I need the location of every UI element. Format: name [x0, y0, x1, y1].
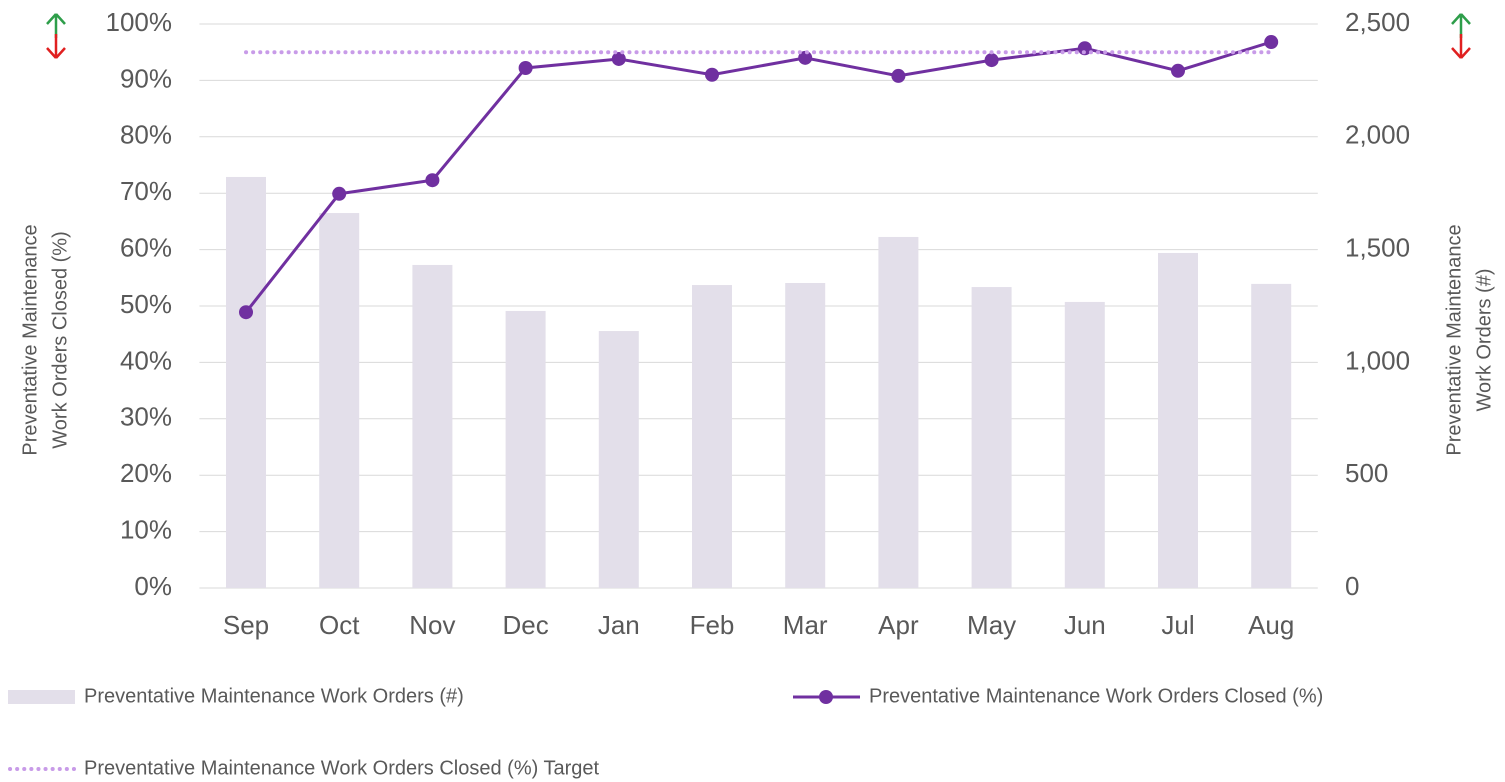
bar [505, 310, 546, 588]
y2-tick-label: 2,500 [1345, 7, 1410, 37]
y2-tick-label: 2,000 [1345, 120, 1410, 150]
line-marker [239, 305, 253, 320]
bar [226, 176, 266, 589]
legend-label: Preventative Maintenance Work Orders Clo… [84, 757, 599, 779]
axis-title-line: Work Orders (#) [1473, 269, 1495, 412]
x-tick-label: Feb [690, 610, 735, 640]
line-marker [1077, 41, 1092, 56]
axis-title: Preventative Maintenance Work Orders (#) [1443, 224, 1495, 455]
x-tick-label: Sep [223, 610, 269, 640]
bar [1158, 252, 1198, 588]
bar [971, 287, 1012, 588]
x-tick-label: Aug [1248, 610, 1294, 640]
y-tick-label: 40% [120, 345, 172, 375]
trend-icon-left [46, 13, 66, 59]
axis-title-line: Preventative Maintenance [19, 224, 41, 455]
axis-title-line: Preventative Maintenance [1443, 224, 1465, 455]
axis-title: Preventative Maintenance Work Orders Clos… [19, 224, 71, 455]
x-tick-label: Jan [598, 610, 640, 640]
y-tick-label: 80% [120, 120, 172, 150]
line-marker [611, 51, 626, 66]
x-tick-label: Oct [319, 610, 360, 640]
line-marker [891, 68, 906, 83]
bar [785, 282, 826, 588]
y-tick-label: 50% [120, 289, 172, 319]
bar [598, 331, 639, 588]
line-marker [705, 67, 719, 82]
bar [412, 264, 453, 588]
legend-item: Preventative Maintenance Work Orders Clo… [793, 685, 1323, 707]
legend-swatch [8, 690, 75, 704]
y2-tick-label: 1,000 [1345, 345, 1410, 375]
trend-icon-right [1451, 13, 1471, 59]
line-marker [1264, 35, 1279, 50]
y2-tick-label: 0 [1345, 571, 1359, 601]
legend-item: Preventative Maintenance Work Orders Clo… [8, 757, 599, 779]
x-tick-label: Mar [783, 610, 828, 640]
y-tick-label: 90% [120, 63, 172, 93]
line-marker [798, 50, 813, 65]
legend-label: Preventative Maintenance Work Orders (#) [84, 685, 464, 707]
line-marker [425, 173, 440, 188]
x-tick-label: Jun [1064, 610, 1106, 640]
bar [692, 285, 732, 588]
x-tick-label: May [967, 610, 1016, 640]
line-marker [984, 53, 999, 68]
y2-tick-label: 1,500 [1345, 232, 1410, 262]
x-tick-label: Dec [502, 610, 548, 640]
bar [1064, 301, 1105, 588]
bar [319, 213, 360, 588]
y-tick-label: 10% [120, 514, 172, 544]
bar [1251, 283, 1292, 588]
y2-tick-label: 500 [1345, 458, 1388, 488]
legend-label: Preventative Maintenance Work Orders Clo… [869, 685, 1323, 707]
line-marker [1171, 63, 1185, 78]
line-marker [332, 186, 347, 201]
y-tick-label: 60% [120, 232, 172, 262]
x-tick-label: Jul [1161, 610, 1194, 640]
y-tick-label: 20% [120, 458, 172, 488]
axis-title-line: Work Orders Closed (%) [49, 231, 71, 448]
line-marker [518, 60, 533, 75]
line [244, 40, 1272, 314]
y-tick-label: 70% [120, 176, 172, 206]
y-tick-label: 30% [120, 402, 172, 432]
legend-marker [819, 690, 833, 704]
bar [878, 236, 919, 588]
legend-item: Preventative Maintenance Work Orders (#) [8, 685, 464, 707]
y-tick-label: 100% [106, 7, 173, 37]
y-tick-label: 0% [134, 571, 172, 601]
x-tick-label: Apr [878, 610, 919, 640]
x-tick-label: Nov [409, 610, 455, 640]
